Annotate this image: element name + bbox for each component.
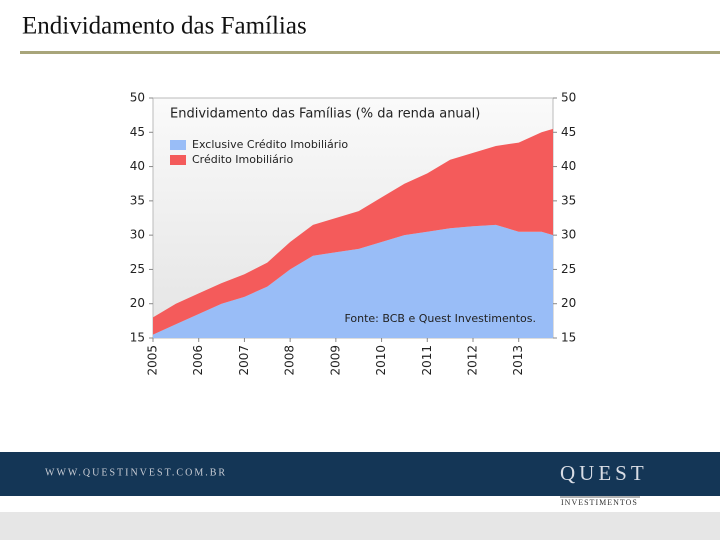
x-tick-label: 2011: [420, 345, 434, 376]
chart-title: Endividamento das Famílias (% da renda a…: [170, 107, 480, 122]
x-tick-label: 2013: [511, 345, 525, 376]
logo: QUEST: [560, 461, 648, 485]
y2-tick-label: 50: [561, 91, 576, 105]
footer-band: [0, 452, 720, 496]
legend-label: Exclusive Crédito Imobiliário: [192, 138, 348, 151]
y-tick-label: 15: [130, 331, 145, 345]
x-tick-label: 2006: [191, 345, 205, 376]
footer-url: WWW.QUESTINVEST.COM.BR: [45, 467, 227, 478]
y2-tick-label: 35: [561, 193, 576, 207]
title-rule: [20, 51, 720, 54]
y-tick-label: 50: [130, 91, 145, 105]
y2-tick-label: 15: [561, 331, 576, 345]
y-tick-label: 25: [130, 262, 145, 276]
x-tick-label: 2010: [374, 345, 388, 376]
y2-tick-label: 45: [561, 125, 576, 139]
y-tick-label: 45: [130, 125, 145, 139]
annotation: Fonte: BCB e Quest Investimentos.: [344, 312, 536, 325]
y2-tick-label: 20: [561, 296, 576, 310]
area: [153, 128, 553, 335]
y-tick-label: 30: [130, 228, 145, 242]
logo-sub: INVESTIMENTOS: [561, 498, 638, 507]
y-tick-label: 40: [130, 159, 145, 173]
x-tick-label: 2008: [283, 345, 297, 376]
y-tick-label: 35: [130, 193, 145, 207]
y2-tick-label: 25: [561, 262, 576, 276]
x-tick-label: 2012: [466, 345, 480, 376]
slide-title: Endividamento das Famílias: [22, 13, 307, 40]
x-tick-label: 2009: [328, 345, 342, 376]
x-tick-label: 2007: [237, 345, 251, 376]
area: [153, 224, 553, 338]
y-tick-label: 20: [130, 296, 145, 310]
legend-swatch: [170, 140, 186, 150]
y2-tick-label: 40: [561, 159, 576, 173]
y2-tick-label: 30: [561, 228, 576, 242]
legend-label: Crédito Imobiliário: [192, 153, 293, 166]
x-tick-label: 2005: [146, 345, 160, 376]
legend-swatch: [170, 155, 186, 165]
footer-gray: [0, 512, 720, 540]
plot: [153, 128, 553, 338]
